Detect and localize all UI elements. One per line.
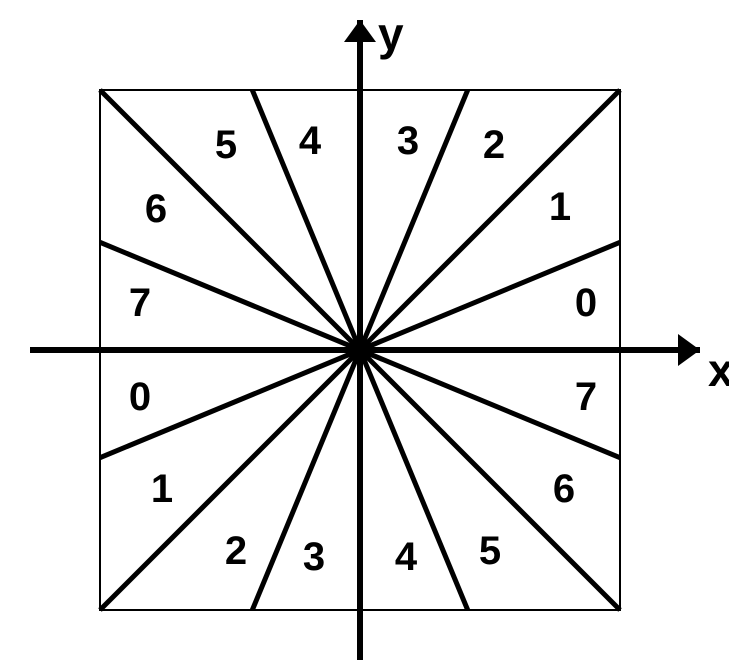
sector-number: 2 bbox=[483, 123, 505, 167]
x-axis-label: x bbox=[708, 344, 729, 396]
sector-number: 5 bbox=[479, 529, 501, 573]
sector-number: 0 bbox=[575, 281, 597, 325]
y-axis-label: y bbox=[378, 8, 404, 60]
sector-number: 6 bbox=[553, 467, 575, 511]
sector-number: 7 bbox=[575, 375, 597, 419]
sector-number: 3 bbox=[397, 119, 419, 163]
sector-number: 3 bbox=[303, 535, 325, 579]
sector-number: 6 bbox=[145, 187, 167, 231]
sector-number: 4 bbox=[299, 119, 322, 163]
sector-number: 5 bbox=[215, 123, 237, 167]
sector-number: 7 bbox=[129, 281, 151, 325]
y-axis-arrowhead-icon bbox=[344, 20, 376, 42]
x-axis-arrowhead-icon bbox=[678, 334, 700, 366]
sector-number: 0 bbox=[129, 375, 151, 419]
sector-number: 1 bbox=[549, 185, 571, 229]
sector-diagram: 01234567 01234567 x y bbox=[0, 0, 729, 668]
sector-number: 4 bbox=[395, 535, 418, 579]
sector-number: 1 bbox=[151, 467, 173, 511]
sector-number: 2 bbox=[225, 529, 247, 573]
